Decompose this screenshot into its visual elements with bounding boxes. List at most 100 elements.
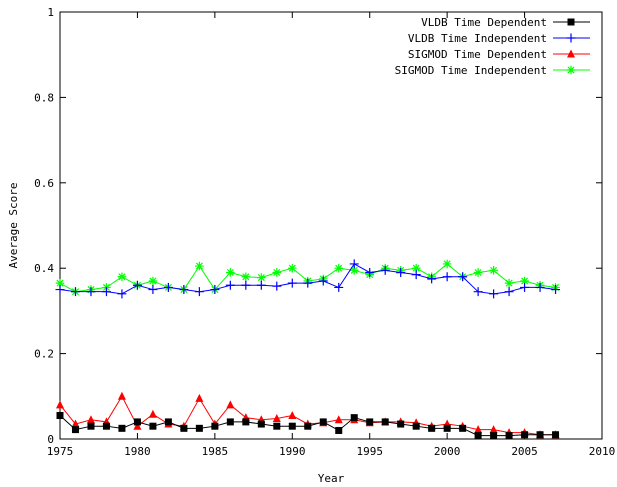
x-tick-label: 1985 [202, 445, 229, 458]
data-point [272, 414, 281, 423]
data-point [318, 276, 328, 286]
data-point [489, 266, 498, 275]
data-point [428, 424, 436, 432]
data-point [101, 287, 111, 297]
data-point [490, 432, 498, 440]
legend-marker [566, 33, 576, 43]
y-tick-label: 0.8 [34, 91, 54, 104]
data-point [117, 272, 127, 282]
data-point [70, 287, 80, 297]
data-point [118, 424, 126, 432]
data-point [504, 278, 514, 288]
data-point [350, 414, 358, 422]
data-point [473, 287, 483, 297]
data-point [474, 432, 482, 440]
data-point [164, 418, 172, 426]
data-point [56, 412, 64, 420]
data-point [381, 418, 389, 426]
data-point [56, 400, 64, 409]
data-point [489, 289, 499, 299]
data-point [102, 422, 110, 430]
data-point [272, 281, 282, 291]
data-point [272, 268, 282, 277]
data-point [241, 280, 251, 290]
data-point [474, 425, 483, 434]
legend-marker [567, 18, 575, 26]
data-point [412, 422, 420, 430]
x-axis-label: Year [318, 472, 345, 485]
data-point [225, 280, 235, 290]
data-point [195, 393, 204, 402]
x-tick-label: 1975 [47, 445, 74, 458]
data-point [132, 280, 142, 290]
data-point [427, 274, 437, 284]
data-point [349, 259, 359, 269]
legend-marker [566, 65, 576, 75]
data-point [195, 261, 204, 271]
data-point [365, 267, 375, 277]
data-point [287, 263, 297, 273]
y-tick-label: 1 [47, 6, 54, 19]
data-point [442, 272, 452, 282]
data-point [304, 422, 312, 430]
series-2 [56, 391, 560, 439]
legend-label: SIGMOD Time Independent [395, 64, 547, 77]
data-point [552, 431, 560, 439]
data-point [55, 285, 65, 295]
data-point [504, 287, 514, 297]
data-point [551, 285, 561, 295]
data-point [210, 285, 220, 295]
data-point [411, 270, 421, 280]
data-point [226, 418, 234, 426]
data-point [288, 422, 296, 430]
data-point [520, 276, 529, 286]
data-point [148, 285, 158, 295]
x-tick-label: 2000 [434, 445, 461, 458]
plot-frame [59, 11, 603, 440]
data-point [535, 282, 545, 292]
data-point [536, 431, 544, 439]
data-point [366, 418, 374, 426]
data-point [458, 272, 468, 282]
data-point [149, 422, 157, 430]
data-point [71, 426, 79, 434]
data-point [459, 424, 467, 432]
data-point [195, 424, 203, 432]
data-point [117, 391, 126, 400]
legend-label: VLDB Time Independent [408, 32, 547, 45]
data-point [194, 287, 204, 297]
data-point [55, 278, 65, 288]
data-point [257, 273, 266, 282]
data-point [520, 282, 530, 292]
data-point [443, 424, 451, 432]
data-point [241, 272, 251, 282]
series-layer [55, 259, 561, 440]
data-point [226, 268, 235, 277]
data-point [226, 400, 235, 409]
data-point [133, 421, 142, 430]
data-point [211, 422, 219, 430]
legend-label: SIGMOD Time Dependent [408, 48, 547, 61]
data-point [87, 422, 95, 430]
data-point [273, 422, 281, 430]
y-tick-label: 0.2 [34, 348, 54, 361]
data-point [242, 418, 250, 426]
legend: VLDB Time Dependent VLDB Time Independent… [395, 16, 590, 77]
data-point [133, 418, 141, 426]
series-1 [55, 259, 561, 299]
data-point [117, 289, 127, 299]
data-point [180, 424, 188, 432]
y-tick-label: 0 [47, 433, 54, 446]
data-point [303, 278, 313, 288]
data-point [334, 282, 344, 292]
data-point [505, 432, 513, 440]
data-point [334, 415, 343, 424]
data-point [442, 259, 452, 269]
x-tick-label: 1980 [124, 445, 151, 458]
data-point [288, 411, 297, 420]
legend-marker [567, 49, 575, 58]
data-point [380, 265, 390, 275]
data-point [148, 276, 158, 286]
y-axis-label: Average Score [7, 182, 20, 268]
